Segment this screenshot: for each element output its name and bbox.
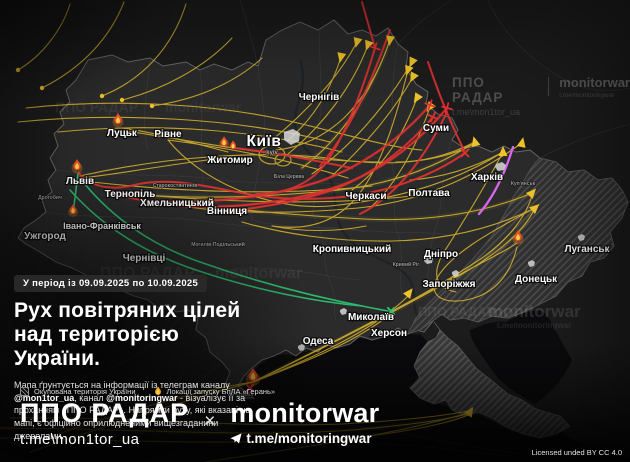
flame-legend-icon [154, 386, 161, 396]
city-label: Дніпро [424, 249, 458, 260]
city-label: Полтава [408, 188, 450, 199]
city-label-kyiv-latin: kyiv [266, 150, 278, 156]
town-label: Біла Церква [274, 174, 304, 180]
city-label: Миколаїв [348, 312, 394, 323]
title-line-1: Рух повітряних цілей [14, 299, 241, 322]
watermark-ppo-title: ППО РАДАР [452, 75, 504, 105]
town-label: Могилів-Подільський [191, 241, 245, 248]
ppo-radar-logo: ППО РАДАР [20, 398, 190, 428]
city-label: Луганськ [564, 244, 610, 255]
license-text: Licensed unded BY CC 4.0 [531, 448, 622, 457]
occupied-hatch-icon [20, 386, 29, 396]
city-label: Харків [471, 172, 503, 183]
page-title: Рух повітряних цілей над територією Укра… [14, 299, 266, 371]
city-label: Львів [66, 176, 94, 187]
town-label: Дрогобич [38, 194, 62, 201]
collab-x-separator: × [204, 411, 216, 432]
city-label: Кропивницький [313, 244, 391, 255]
city-label: Херсон [371, 328, 407, 339]
branding-bar: ППО РАДАР t.me\mon1tor_ua × monitorwar t… [20, 398, 380, 449]
city-label: Чернігів [299, 92, 340, 103]
city-label: Луцьк [107, 128, 138, 139]
title-line-2: над територією України. [14, 322, 180, 370]
city-label: Черкаси [346, 191, 387, 202]
legend-launch: Локації запуску БпЛА «Герань» [154, 386, 276, 396]
city-label: Запоріжжя [423, 279, 476, 290]
telegram-plane-icon [230, 433, 242, 444]
ppo-radar-brand: ППО РАДАР t.me\mon1tor_ua [20, 398, 190, 449]
town-label: Куп'янськ [511, 181, 536, 187]
city-label: Тернопіль [105, 189, 156, 200]
town-label: Старокостянтинів [153, 183, 198, 189]
city-label: Одеса [303, 336, 334, 347]
monitorwar-logo: monitorwar [230, 398, 380, 428]
svg-text:monitorwar: monitorwar [488, 302, 581, 321]
watermark-ppo-handle: t.me\mon1tor_ua [452, 107, 521, 117]
legend-occupied: Окупована територія України [20, 386, 136, 396]
city-label: Чернівці [123, 253, 166, 264]
city-label: Івано-Франківськ [63, 221, 141, 231]
town-label: Кривий Ріг [393, 261, 420, 268]
period-badge: У період із 09.09.2025 по 10.09.2025 [14, 275, 208, 292]
svg-text:ППО РАДАР: ППО РАДАР [418, 304, 495, 319]
svg-text:ППО РАДАР: ППО РАДАР [55, 99, 138, 115]
watermark-monitor-title: monitorwar [559, 75, 630, 90]
svg-text:t.me/monitoringwar: t.me/monitoringwar [497, 321, 571, 330]
city-label: Суми [423, 123, 449, 134]
city-label: Рівне [154, 129, 182, 140]
monitorwar-handle: t.me/monitoringwar [246, 431, 372, 446]
watermark-monitor-handle: t.me/monitoringwar [559, 92, 615, 99]
legend: Окупована територія України Локації запу… [20, 386, 275, 396]
legend-launch-label: Локації запуску БпЛА «Герань» [166, 386, 276, 396]
city-label-kyiv: Київ [247, 133, 282, 150]
watermark-divider [548, 77, 550, 96]
ppo-radar-handle: t.me\mon1tor_ua [20, 431, 140, 448]
top-watermark: ППО РАДАР t.me\mon1tor_ua monitorwar t.m… [452, 75, 630, 117]
city-label: Ужгород [24, 231, 66, 242]
monitorwar-brand: monitorwar t.me/monitoringwar [230, 398, 380, 447]
legend-occupied-label: Окупована територія України [34, 386, 136, 396]
city-label: Донецьк [515, 274, 558, 285]
city-label: Житомир [206, 155, 253, 166]
